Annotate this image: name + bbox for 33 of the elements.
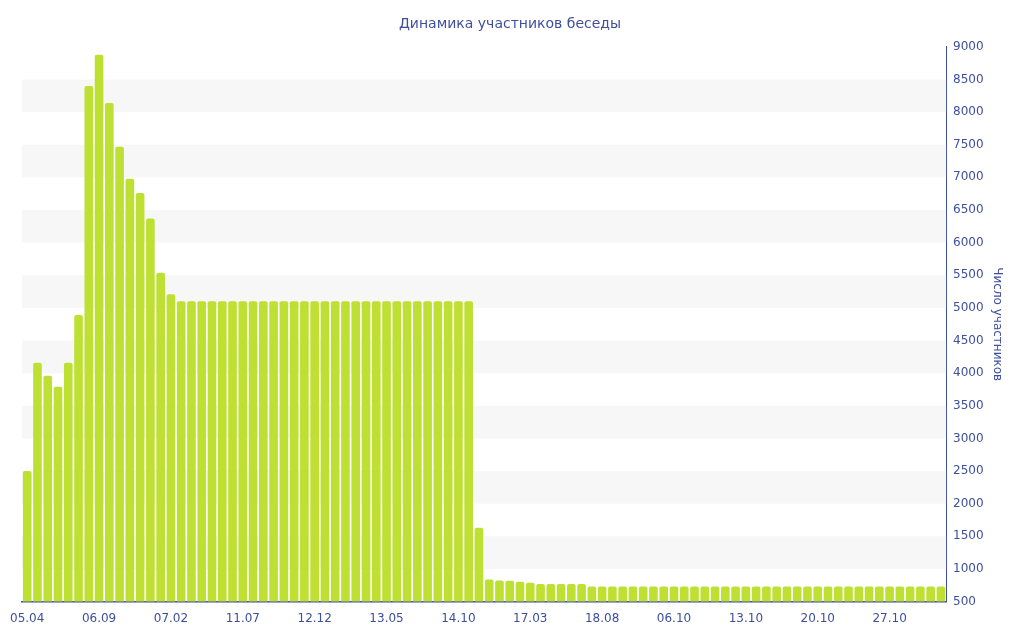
y-tick-label: 7000 (953, 169, 984, 184)
y-tick-label: 1500 (953, 528, 984, 543)
x-tick-label: 12.12 (297, 610, 332, 625)
y-tick-label: 9000 (953, 38, 984, 53)
y-tick-label: 2500 (953, 463, 984, 478)
y-tick-label: 1000 (953, 561, 984, 576)
x-tick-label: 13.10 (728, 610, 764, 625)
chart-title: Динамика участников беседы (398, 15, 622, 32)
y-tick-label: 6000 (953, 234, 984, 249)
x-tick-label: 20.10 (800, 610, 835, 625)
x-tick-label: 13.05 (369, 610, 404, 625)
y-tick-label: 8000 (953, 104, 984, 119)
y-tick-label: 3000 (953, 430, 984, 445)
y-tick-label: 2000 (953, 495, 984, 510)
y-tick-label: 3500 (953, 397, 984, 412)
x-tick-label: 07.02 (153, 610, 189, 625)
y-tick-label: 6500 (953, 202, 984, 217)
y-tick-label: 8500 (953, 71, 984, 86)
y-tick-label: 5000 (953, 300, 984, 315)
x-tick-label: 06.10 (656, 610, 692, 625)
x-tick-label: 14.10 (441, 610, 476, 625)
x-tick-label: 17.03 (513, 610, 548, 625)
y-tick-label: 4000 (953, 365, 984, 380)
y-tick-label: 7500 (953, 136, 984, 151)
y-tick-label: 5500 (953, 267, 984, 282)
x-tick-label: 11.07 (225, 610, 260, 625)
y-axis-title: Число участников (990, 267, 1005, 382)
x-tick-label: 05.04 (10, 610, 45, 625)
x-tick-label: 18.08 (584, 610, 620, 625)
y-tick-label: 500 (953, 593, 976, 608)
x-tick-label: 06.09 (81, 610, 117, 625)
x-tick-label: 27.10 (872, 610, 907, 625)
y-tick-label: 4500 (953, 332, 984, 347)
